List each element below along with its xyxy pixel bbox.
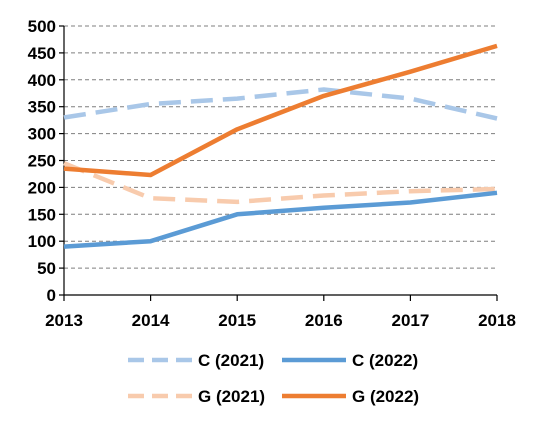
y-tick-label: 500 [28,17,56,36]
x-tick-label: 2013 [45,311,83,330]
legend-label: C (2021) [198,351,264,370]
x-tick-label: 2015 [218,311,256,330]
y-tick-label: 300 [28,125,56,144]
series-line-c-2021 [63,87,498,121]
legend-item-c-2021: C (2021) [128,351,264,370]
legend: C (2021) C (2022) G (2021) G (2022) [128,351,419,406]
x-tick-label: 2016 [305,311,343,330]
y-tick-label: 400 [28,71,56,90]
legend-label: C (2022) [352,351,418,370]
y-tick-label: 100 [28,232,56,251]
y-tick-label: 50 [37,259,56,278]
legend-label: G (2021) [198,387,265,406]
series-line-c-2022 [63,190,498,249]
series-line-g-2021 [63,161,498,205]
x-tick-label: 2018 [478,311,516,330]
legend-item-c-2022: C (2022) [282,351,418,370]
y-tick-label: 350 [28,98,56,117]
y-tick-label: 200 [28,178,56,197]
series-line-g-2022 [63,43,498,178]
x-tick-label: 2017 [391,311,429,330]
y-tick-label: 250 [28,152,56,171]
y-tick-label: 0 [47,286,56,305]
grid [64,25,497,269]
axes: 0 50 100 150 200 250 300 350 400 450 500 2013 2014 20… [28,17,516,330]
y-tick-label: 450 [28,44,56,63]
legend-label: G (2022) [352,387,419,406]
legend-item-g-2021: G (2021) [128,387,265,406]
series-lines [63,43,498,249]
legend-item-g-2022: G (2022) [282,387,419,406]
y-tick-label: 150 [28,205,56,224]
x-tick-label: 2014 [132,311,170,330]
